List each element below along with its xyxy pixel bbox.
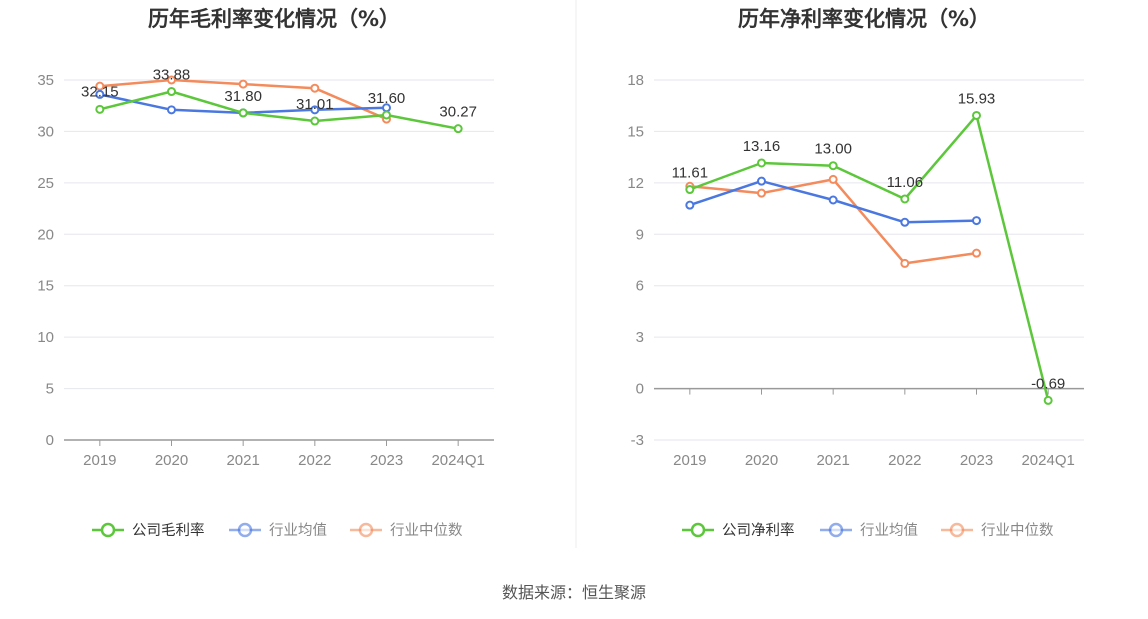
x-tick-label: 2023 — [960, 452, 993, 469]
data-point — [972, 248, 981, 258]
chart-panel-2: 历年净利率变化情况（%） -3 0 3 6 9 12 15 18 2019 2020 2021 2022… — [627, 7, 1084, 539]
data-point — [95, 89, 105, 99]
legend-marker — [690, 522, 706, 538]
data-point — [757, 158, 766, 168]
x-tick-label: 2021 — [226, 452, 259, 469]
data-point — [238, 79, 248, 89]
legend-marker — [949, 522, 965, 538]
y-tick-label: 10 — [37, 329, 54, 346]
data-point — [167, 75, 176, 85]
legend-label: 公司毛利率 — [132, 522, 205, 539]
x-tick-label: 2023 — [370, 452, 403, 469]
y-tick-label: 30 — [37, 123, 54, 140]
data-point — [167, 87, 176, 97]
data-point — [453, 124, 463, 134]
y-tick-label: 9 — [636, 226, 644, 243]
legend-label: 公司净利率 — [722, 522, 795, 539]
data-point — [95, 81, 105, 91]
data-point — [900, 217, 910, 227]
series-line-1 — [689, 114, 1050, 401]
y-tick-label: 5 — [46, 381, 54, 398]
legend-marker — [100, 522, 116, 538]
legend-label: 行业均值 — [269, 522, 327, 539]
data-point — [757, 188, 766, 198]
data-point — [1043, 395, 1053, 405]
y-tick-label: 0 — [636, 381, 644, 398]
data-label: 13.00 — [814, 141, 852, 158]
legend-marker — [237, 522, 253, 538]
data-label: 31.01 — [296, 96, 334, 113]
y-tick-label: -3 — [631, 432, 644, 449]
data-label: 31.60 — [368, 90, 406, 107]
data-point — [900, 258, 910, 268]
data-point — [828, 174, 838, 184]
data-label: 15.93 — [958, 90, 996, 107]
y-tick-label: 15 — [627, 123, 644, 140]
data-point — [972, 216, 981, 226]
legend-label: 行业均值 — [860, 522, 918, 539]
x-tick-label: 2024Q1 — [431, 452, 484, 469]
y-tick-label: 35 — [37, 72, 54, 89]
data-point — [900, 194, 910, 204]
y-tick-label: 6 — [636, 278, 644, 295]
data-label: 31.80 — [224, 88, 262, 105]
chart-title: 历年毛利率变化情况（%） — [148, 7, 400, 31]
chart-panel-1: 历年毛利率变化情况（%） 0 5 10 15 20 25 30 35 2019 2020 2021 20… — [37, 7, 494, 539]
y-tick-label: 3 — [636, 329, 644, 346]
x-tick-label: 2022 — [888, 452, 921, 469]
x-tick-label: 2024Q1 — [1021, 452, 1074, 469]
x-tick-label: 2019 — [673, 452, 706, 469]
y-tick-label: 15 — [37, 278, 54, 295]
data-point — [310, 105, 320, 115]
data-point — [828, 195, 838, 205]
data-label: -0.69 — [1031, 375, 1065, 392]
y-tick-label: 25 — [37, 175, 54, 192]
data-label: 11.06 — [887, 174, 923, 191]
data-point — [685, 200, 695, 210]
chart-title: 历年净利率变化情况（%） — [738, 7, 990, 31]
legend-marker — [358, 522, 374, 538]
data-point — [382, 110, 391, 120]
data-point — [685, 185, 695, 195]
legend-label: 行业中位数 — [981, 522, 1054, 539]
data-label: 13.16 — [743, 138, 781, 155]
y-tick-label: 20 — [37, 226, 54, 243]
data-label: 11.61 — [672, 165, 708, 182]
data-point — [95, 104, 105, 114]
data-point — [757, 176, 766, 186]
y-tick-label: 0 — [46, 432, 54, 449]
legend-label: 行业中位数 — [390, 522, 463, 539]
data-point — [972, 110, 981, 120]
data-label: 30.27 — [439, 104, 477, 121]
data-label: 33.88 — [153, 67, 191, 84]
data-point — [238, 108, 248, 118]
data-point — [167, 105, 176, 115]
data-point — [828, 161, 838, 171]
y-tick-label: 12 — [627, 175, 644, 192]
y-tick-label: 18 — [627, 72, 644, 89]
x-tick-label: 2020 — [745, 452, 778, 469]
series-line-1 — [99, 90, 459, 130]
data-point — [310, 116, 320, 126]
source-note: 数据来源：恒生聚源 — [502, 583, 646, 602]
data-point — [310, 83, 320, 93]
x-tick-label: 2019 — [83, 452, 116, 469]
x-tick-label: 2022 — [298, 452, 331, 469]
legend-marker — [828, 522, 844, 538]
x-tick-label: 2021 — [816, 452, 849, 469]
x-tick-label: 2020 — [155, 452, 188, 469]
data-label: 32.15 — [81, 83, 119, 100]
